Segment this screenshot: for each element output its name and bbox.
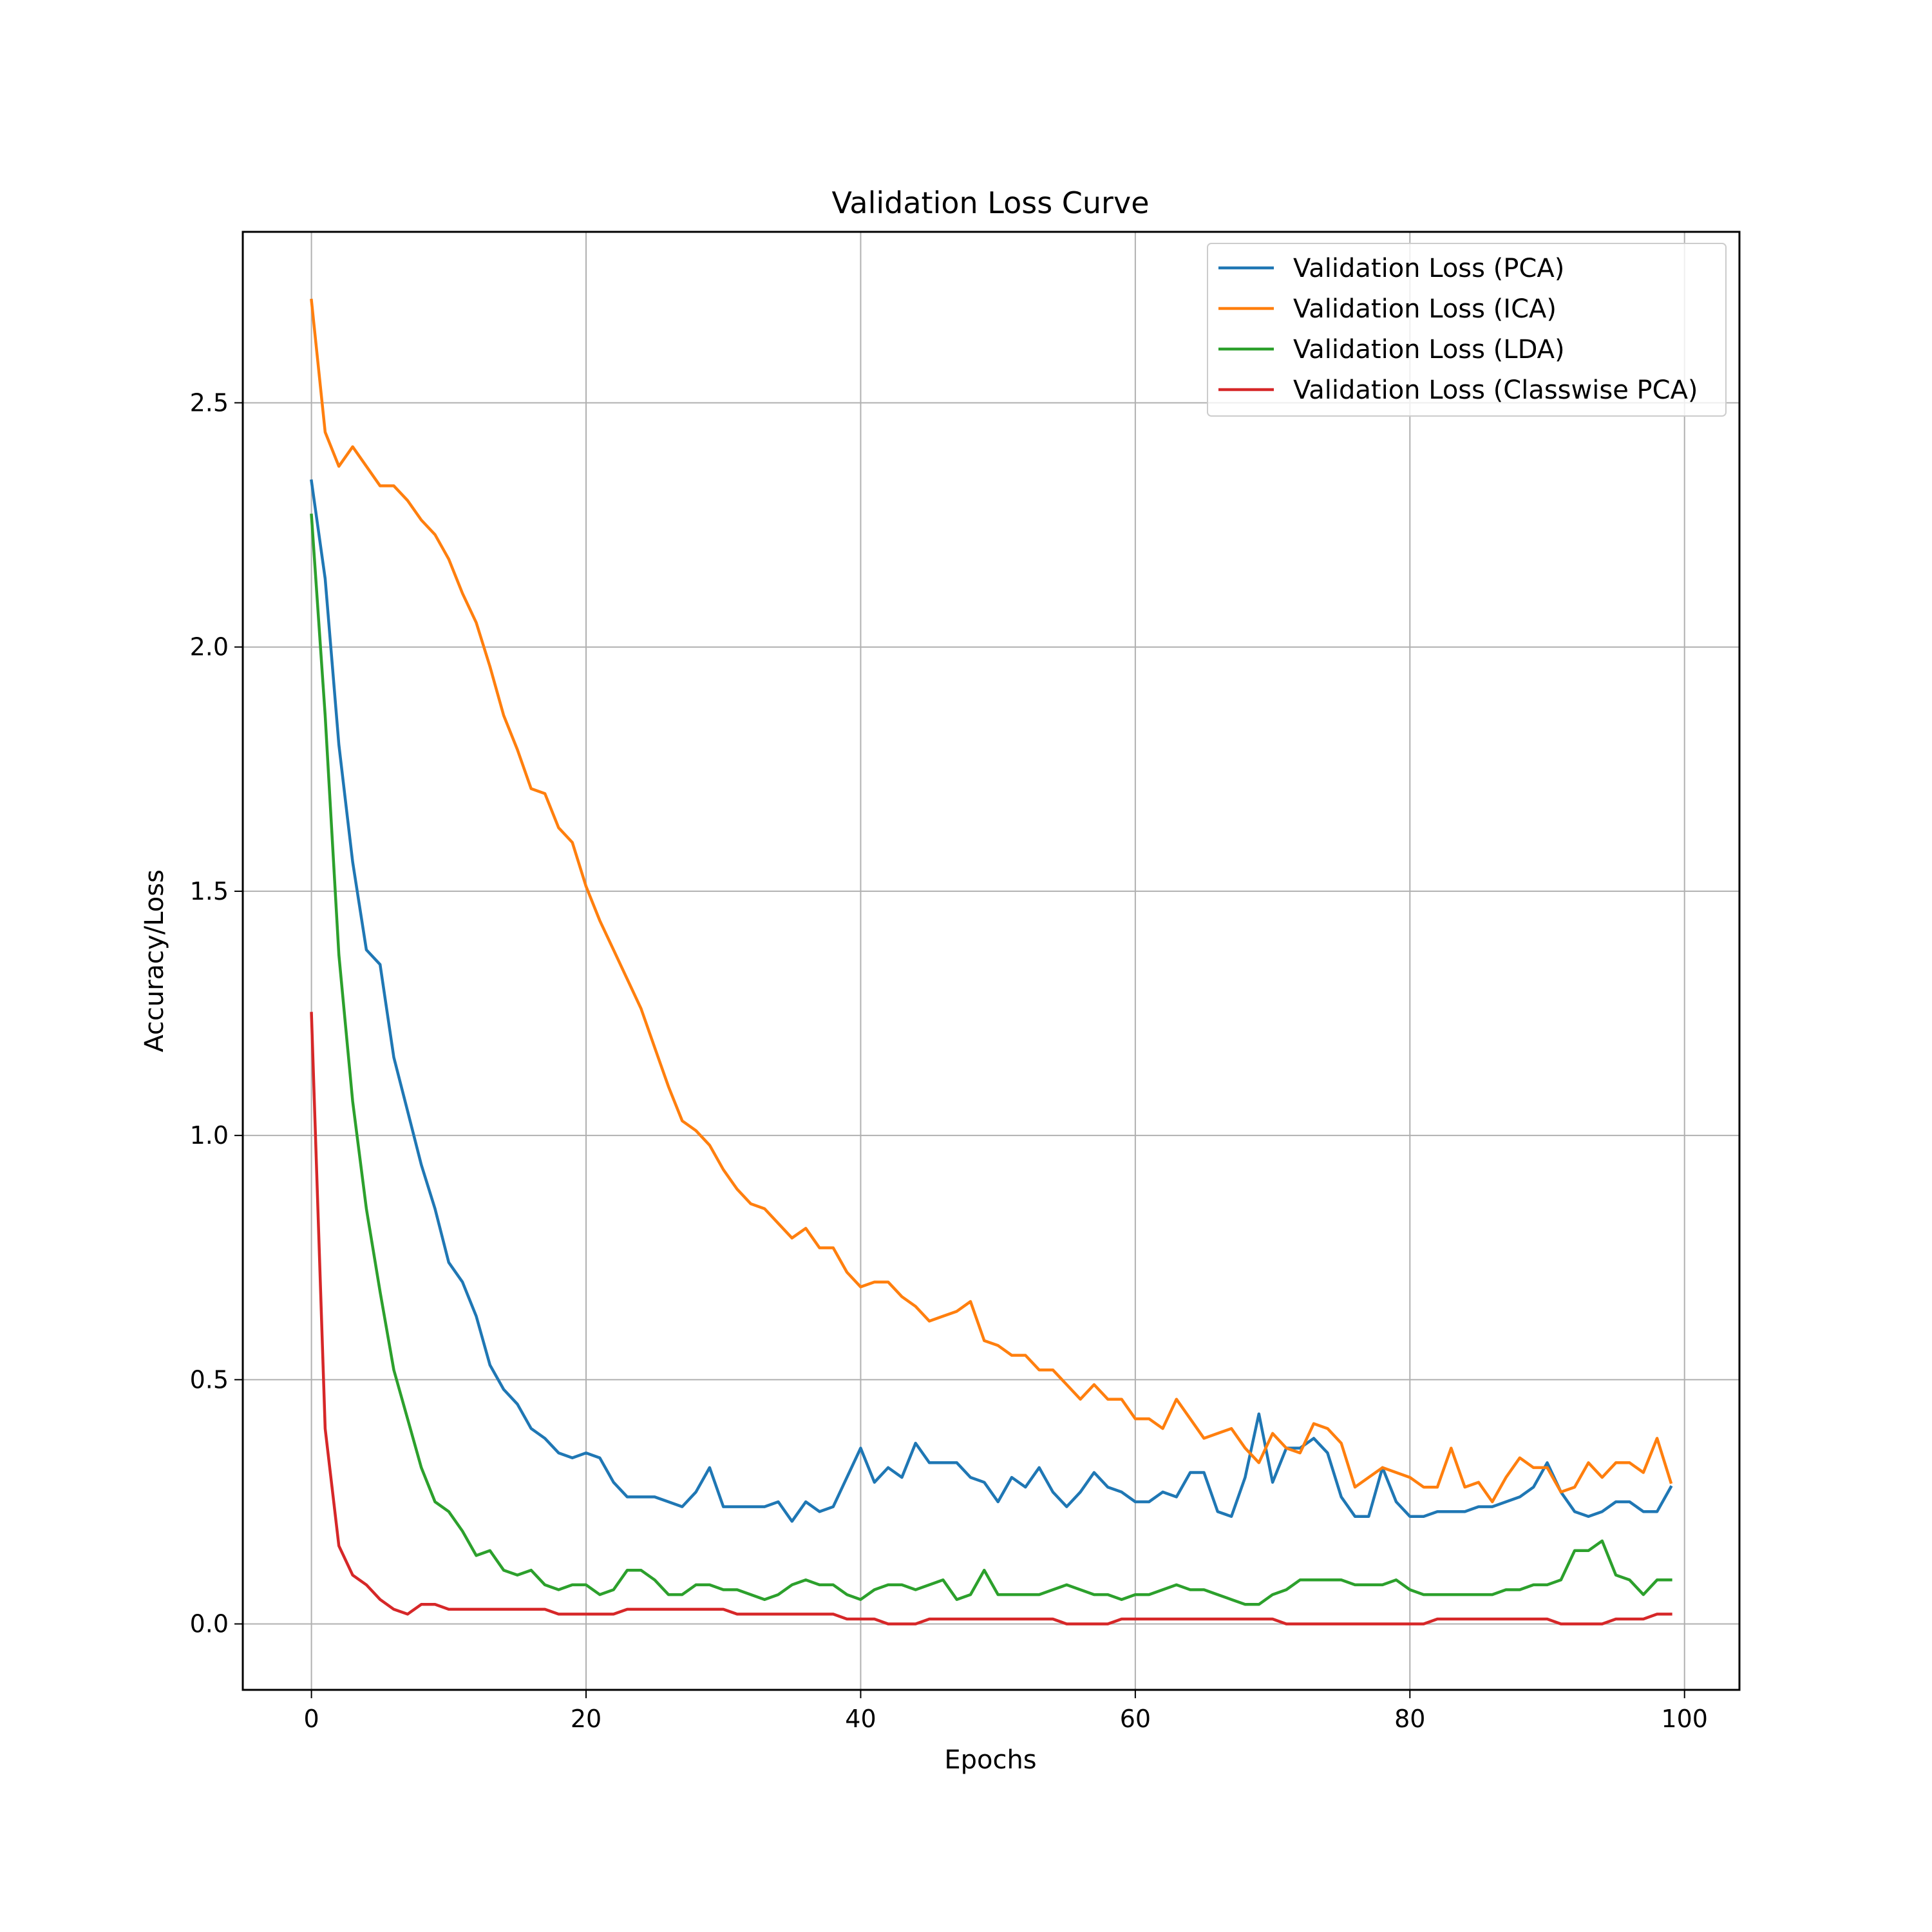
y-tick-label: 2.5 bbox=[190, 388, 229, 417]
grid bbox=[243, 232, 1739, 1690]
legend-label-3: Validation Loss (LDA) bbox=[1293, 335, 1565, 365]
x-tick-label: 0 bbox=[304, 1705, 319, 1733]
legend: Validation Loss (PCA) Validation Loss (IC… bbox=[1207, 243, 1727, 417]
plot-frame bbox=[242, 231, 1741, 1691]
y-tick-label: 1.0 bbox=[190, 1121, 229, 1150]
y-axis-ticks: 0.0 0.5 1.0 1.5 2.0 2.5 bbox=[190, 388, 243, 1638]
x-tick-label: 100 bbox=[1661, 1705, 1708, 1733]
series-line-4 bbox=[310, 1012, 1672, 1625]
y-axis-label: Accuracy/Loss bbox=[140, 869, 169, 1052]
y-tick-label: 2.0 bbox=[190, 633, 229, 661]
legend-box bbox=[1207, 243, 1727, 417]
y-tick-label: 0.5 bbox=[190, 1365, 229, 1394]
chart-title: Validation Loss Curve bbox=[832, 185, 1150, 220]
y-tick-label: 0.0 bbox=[190, 1610, 229, 1638]
series-line-1 bbox=[310, 479, 1673, 1523]
x-tick-label: 60 bbox=[1120, 1705, 1151, 1733]
x-tick-label: 40 bbox=[845, 1705, 876, 1733]
legend-label-1: Validation Loss (PCA) bbox=[1293, 254, 1564, 283]
x-tick-label: 80 bbox=[1394, 1705, 1425, 1733]
series-line-3 bbox=[310, 513, 1672, 1606]
x-axis-ticks: 0 20 40 60 80 100 bbox=[304, 1690, 1708, 1733]
legend-label-4: Validation Loss (Classwise PCA) bbox=[1293, 375, 1698, 405]
legend-label-2: Validation Loss (ICA) bbox=[1293, 294, 1557, 324]
series-lines bbox=[310, 298, 1673, 1625]
series-line-2 bbox=[310, 298, 1673, 1504]
x-axis-label: Epochs bbox=[944, 1745, 1036, 1775]
y-tick-label: 1.5 bbox=[190, 877, 229, 905]
x-tick-label: 20 bbox=[571, 1705, 601, 1733]
